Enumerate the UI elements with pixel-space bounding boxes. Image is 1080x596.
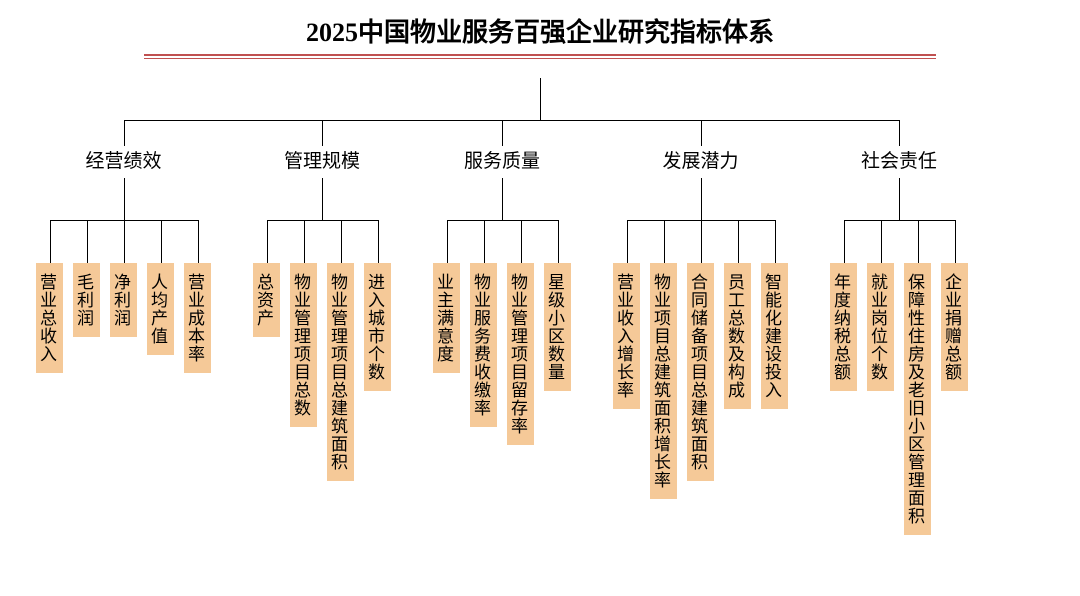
connector-v [322,120,323,146]
connector-v [198,220,199,263]
connector-v [775,220,776,263]
leaf-item: 企业捐赠总额 [941,263,968,391]
connector-v [521,220,522,263]
connector-v [124,120,125,146]
connector-v [87,220,88,263]
connector-v [955,220,956,263]
leaf-item: 营业收入增长率 [613,263,640,409]
leaf-item: 物业管理项目总数 [290,263,317,427]
leaf-item: 营业总收入 [36,263,63,373]
connector-v [844,220,845,263]
connector-v [502,120,503,146]
category-label: 服务质量 [442,146,562,173]
category-label: 管理规模 [262,146,382,173]
connector-v [899,120,900,146]
leaf-item: 年度纳税总额 [830,263,857,391]
connector-v [502,178,503,220]
connector-v [50,220,51,263]
diagram-canvas: 2025中国物业服务百强企业研究指标体系 经营绩效 管理规模 服务质量 发展潜力 社会责… [0,0,1080,596]
connector-v [664,220,665,263]
leaf-item: 保障性住房及老旧小区管理面积 [904,263,931,535]
leaf-item: 星级小区数量 [544,263,571,391]
leaf-item: 就业岗位个数 [867,263,894,391]
connector-v [627,220,628,263]
leaf-item: 物业服务费收缴率 [470,263,497,427]
connector-v [540,78,541,120]
connector-v [267,220,268,263]
connector-v [701,120,702,146]
connector-h [124,120,900,121]
leaf-item: 毛利润 [73,263,100,337]
connector-v [304,220,305,263]
diagram-title: 2025中国物业服务百强企业研究指标体系 [0,12,1080,49]
connector-v [738,220,739,263]
connector-h [267,220,378,221]
connector-v [881,220,882,263]
leaf-item: 总资产 [253,263,280,337]
leaf-item: 净利润 [110,263,137,337]
category-label: 发展潜力 [641,146,761,173]
connector-v [484,220,485,263]
connector-h [447,220,558,221]
leaf-item: 人均产值 [147,263,174,355]
connector-v [341,220,342,263]
category-label: 经营绩效 [64,146,184,173]
leaf-item: 合同储备项目总建筑面积 [687,263,714,481]
connector-v [124,178,125,220]
connector-v [378,220,379,263]
leaf-item: 业主满意度 [433,263,460,373]
title-underline-2 [144,58,936,59]
leaf-item: 员工总数及构成 [724,263,751,409]
title-underline-1 [144,54,936,56]
leaf-item: 智能化建设投入 [761,263,788,409]
connector-v [701,220,702,263]
connector-v [558,220,559,263]
connector-v [124,220,125,263]
leaf-item: 物业管理项目留存率 [507,263,534,445]
connector-v [322,178,323,220]
leaf-item: 营业成本率 [184,263,211,373]
connector-h [844,220,955,221]
connector-v [161,220,162,263]
leaf-item: 物业项目总建筑面积增长率 [650,263,677,499]
connector-v [701,178,702,220]
connector-v [447,220,448,263]
connector-v [899,178,900,220]
category-label: 社会责任 [839,146,959,173]
connector-v [918,220,919,263]
leaf-item: 物业管理项目总建筑面积 [327,263,354,481]
leaf-item: 进入城市个数 [364,263,391,391]
